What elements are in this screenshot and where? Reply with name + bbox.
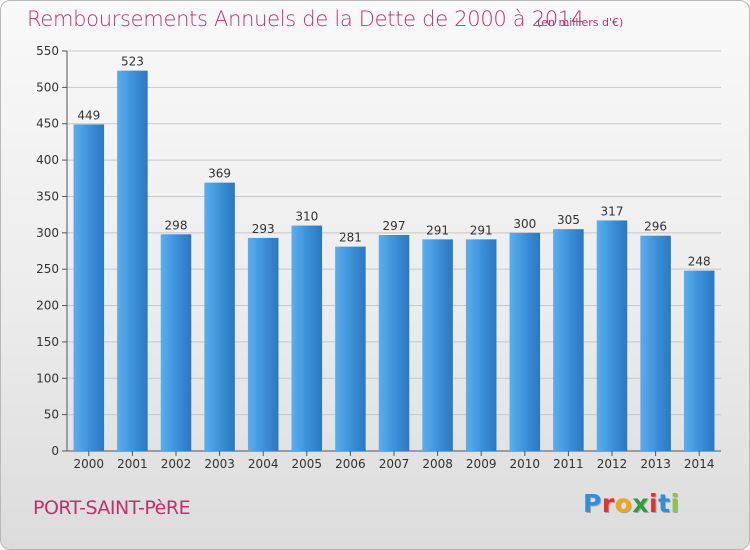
x-tick-label-2010: 2010 [510,457,541,471]
y-tick-label: 550 [36,44,59,58]
bar-2007 [378,235,410,451]
value-label-2009: 291 [470,223,493,237]
value-label-2004: 293 [252,222,275,236]
logo-letter: r [601,489,615,518]
y-tick-label: 200 [36,299,59,313]
value-label-2011: 305 [557,213,580,227]
bar-2012 [596,220,628,451]
y-tick-label: 500 [36,80,59,94]
bar-2014 [683,270,715,451]
x-tick-label-2004: 2004 [248,457,279,471]
chart-title: Remboursements Annuels de la Dette de 20… [27,7,584,31]
bar-2004 [247,237,279,451]
y-tick-label: 0 [51,444,59,458]
y-tick-label: 100 [36,371,59,385]
value-label-2000: 449 [77,108,100,122]
value-label-2005: 310 [295,210,318,224]
value-label-2010: 300 [513,217,536,231]
value-labels: 449 523 298 369 293 310 281 297 291 291 300 305 317 2… [77,55,710,269]
logo-letter: x [632,489,649,518]
x-tick-label-2012: 2012 [597,457,628,471]
proxiti-logo[interactable]: Proxiti [583,489,680,518]
bar-2010 [509,232,541,451]
x-tick-label-2014: 2014 [684,457,715,471]
x-tick-label-2011: 2011 [553,457,584,471]
y-tick-label: 150 [36,335,59,349]
value-label-2007: 297 [383,219,406,233]
bar-2008 [422,239,453,451]
x-tick-label-2013: 2013 [640,457,671,471]
x-tick-label-2009: 2009 [466,457,497,471]
bar-2009 [465,239,497,451]
bar-2001 [117,70,148,452]
value-label-2006: 281 [339,231,362,245]
logo-letter: i [670,489,680,518]
x-tick-labels: 2000 2001 2002 2003 2004 2005 2006 2007 2008 2009… [74,451,715,471]
chart-subtitle: (en milliers d'€) [537,16,624,29]
y-tick-label: 350 [36,189,59,203]
x-tick-label-2006: 2006 [335,457,366,471]
value-label-2002: 298 [165,218,188,232]
y-tick-label: 400 [36,153,59,167]
logo-letter: o [614,489,633,518]
x-tick-label-2000: 2000 [74,457,105,471]
bar-2011 [553,229,584,451]
x-tick-label-2007: 2007 [379,457,410,471]
value-label-2003: 369 [208,167,231,181]
x-tick-label-2001: 2001 [117,457,148,471]
value-label-2001: 523 [121,55,144,69]
x-tick-label-2008: 2008 [422,457,453,471]
value-label-2008: 291 [426,223,449,237]
x-tick-label-2002: 2002 [161,457,192,471]
value-label-2012: 317 [601,204,624,218]
bar-2003 [204,182,235,452]
commune-name: PORT-SAINT-PèRE [33,497,191,519]
logo-letter: i [649,489,659,518]
logo-letter: P [583,489,602,518]
y-tick-label: 50 [44,408,59,422]
bar-2000 [73,124,105,452]
y-tick-label: 450 [36,117,59,131]
bar-2002 [160,234,192,451]
bar-2006 [335,246,366,451]
value-label-2014: 248 [688,255,711,269]
x-tick-label-2003: 2003 [204,457,235,471]
bars [73,70,715,452]
y-tick-label: 250 [36,262,59,276]
value-label-2013: 296 [644,220,667,234]
bar-2013 [640,235,671,451]
bar-2005 [291,225,323,451]
logo-letter: t [658,489,671,518]
y-tick-labels: 0 50 100 150 200 250 300 350 400 450 500 550 [36,44,59,458]
y-tick-label: 300 [36,226,59,240]
x-tick-label-2005: 2005 [292,457,323,471]
